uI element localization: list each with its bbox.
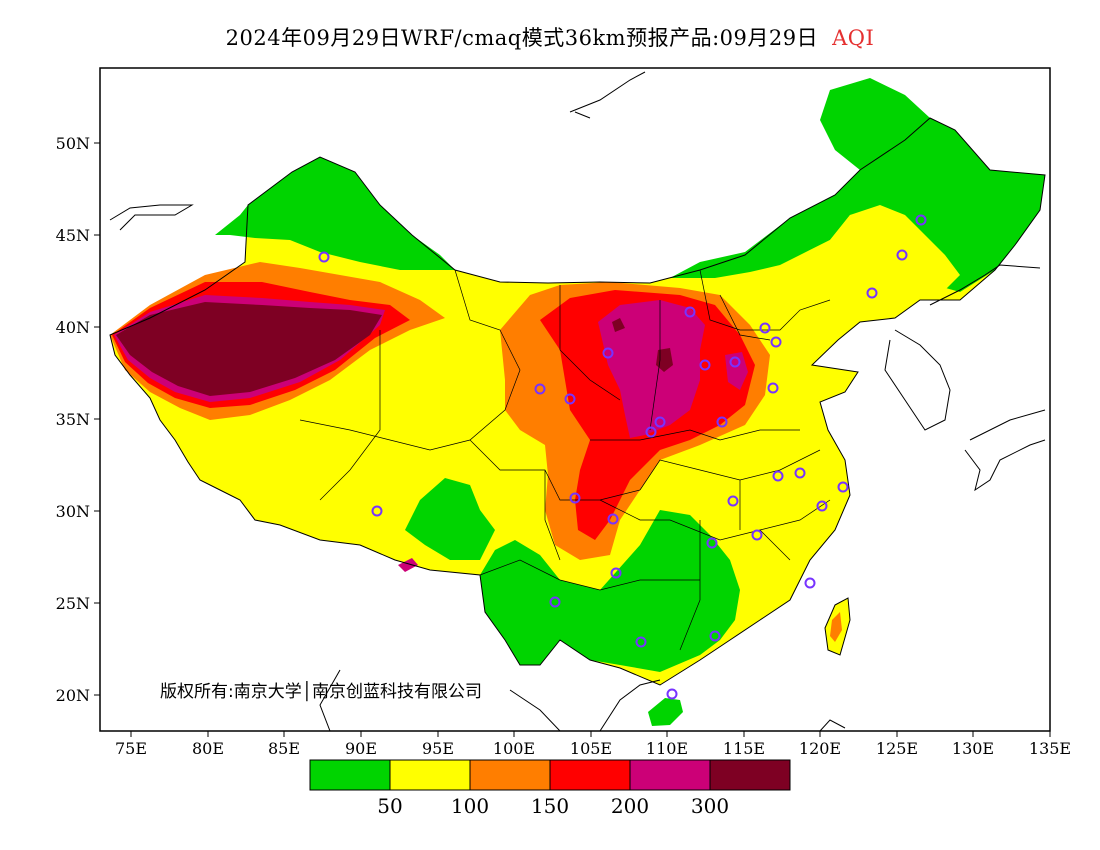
station-marker [635, 636, 647, 648]
map-area [109, 71, 1046, 731]
japan-coast [964, 409, 1046, 492]
station-marker [767, 382, 779, 394]
south-green [480, 510, 740, 672]
tibet-purple [398, 558, 418, 572]
lon-label-120e: 120E [799, 739, 841, 758]
station-marker [772, 470, 784, 482]
lon-label-85e: 85E [268, 739, 300, 758]
lon-label-100e: 100E [493, 739, 535, 758]
station-marker [759, 322, 771, 334]
station-marker [751, 529, 763, 541]
variable-label: AQI [832, 26, 875, 50]
station-marker [729, 356, 741, 368]
station-marker [654, 416, 666, 428]
lon-label-75e: 75E [115, 739, 147, 758]
northeast-yellow [775, 205, 960, 318]
station-marker [602, 347, 614, 359]
lat-label-20n: 20N [56, 686, 90, 705]
legend-label-50: 50 [377, 794, 402, 818]
legend-label-300: 300 [691, 794, 729, 818]
taiwan-orange [830, 612, 842, 642]
station-markers [318, 214, 927, 700]
lon-label-105e: 105E [570, 739, 612, 758]
station-marker [727, 495, 739, 507]
lat-label-30n: 30N [56, 502, 90, 521]
copyright-text: 版权所有:南京大学│南京创蓝科技有限公司 [160, 681, 482, 702]
station-marker [770, 336, 782, 348]
station-marker [318, 251, 330, 263]
map-frame [99, 67, 1051, 732]
station-marker [569, 492, 581, 504]
legend-label-200: 200 [611, 794, 649, 818]
station-marker [607, 513, 619, 525]
station-marker [645, 426, 657, 438]
station-marker [564, 393, 576, 405]
lon-label-80e: 80E [192, 739, 224, 758]
lon-label-135e: 135E [1029, 739, 1071, 758]
korea-coast [884, 264, 1041, 431]
legend-swatch-purple [629, 759, 711, 791]
station-marker [371, 505, 383, 517]
legend-swatch-red [549, 759, 631, 791]
station-marker [709, 630, 721, 642]
china-border [109, 117, 1046, 686]
legend-swatch-maroon [709, 759, 791, 791]
legend-label-100: 100 [451, 794, 489, 818]
station-marker [666, 688, 678, 700]
legend-label-150: 150 [531, 794, 569, 818]
hainan-green [648, 698, 683, 726]
lon-label-110e: 110E [646, 739, 688, 758]
lat-labels: 50N 45N 40N 35N 30N 25N 20N [56, 134, 90, 705]
station-marker [610, 567, 622, 579]
map-title-text: 2024年09月29日WRF/cmaq模式36km预报产品:09月29日 [225, 26, 819, 50]
color-legend: 50 100 150 200 300 [309, 759, 791, 818]
southeast-asia-coast [319, 669, 846, 731]
tibet-green [405, 478, 495, 560]
lat-label-45n: 45N [56, 226, 90, 245]
station-marker [706, 537, 718, 549]
lon-label-115e: 115E [723, 739, 765, 758]
station-marker [549, 596, 561, 608]
lat-label-35n: 35N [56, 410, 90, 429]
lat-label-25n: 25N [56, 594, 90, 613]
lon-axis [130, 731, 1051, 737]
lat-axis [94, 142, 100, 696]
legend-swatch-green [309, 759, 391, 791]
northeast-green [670, 78, 1045, 292]
north-china-purple [598, 300, 705, 438]
lat-label-40n: 40N [56, 318, 90, 337]
station-marker [896, 249, 908, 261]
legend-swatch-orange [469, 759, 551, 791]
station-marker [816, 500, 828, 512]
xinjiang-maroon [116, 302, 382, 396]
lon-label-95e: 95E [422, 739, 454, 758]
station-marker [794, 467, 806, 479]
lon-label-90e: 90E [345, 739, 377, 758]
legend-swatch-yellow [389, 759, 471, 791]
north-china-maroon-2 [612, 318, 625, 332]
russia-lake [569, 71, 646, 119]
lon-label-130e: 130E [952, 739, 994, 758]
station-marker [716, 416, 728, 428]
caspian-edge [109, 204, 194, 231]
station-marker [837, 481, 849, 493]
station-marker [915, 214, 927, 226]
map-title: 2024年09月29日WRF/cmaq模式36km预报产品:09月29日 AQI [0, 22, 1100, 52]
lon-labels: 75E 80E 85E 90E 95E 100E 105E 110E 115E … [115, 739, 1071, 758]
station-marker [699, 359, 711, 371]
station-marker [804, 577, 816, 589]
station-marker [684, 306, 696, 318]
lon-label-125e: 125E [876, 739, 918, 758]
lat-label-50n: 50N [56, 134, 90, 153]
station-marker [866, 287, 878, 299]
station-marker [534, 383, 546, 395]
